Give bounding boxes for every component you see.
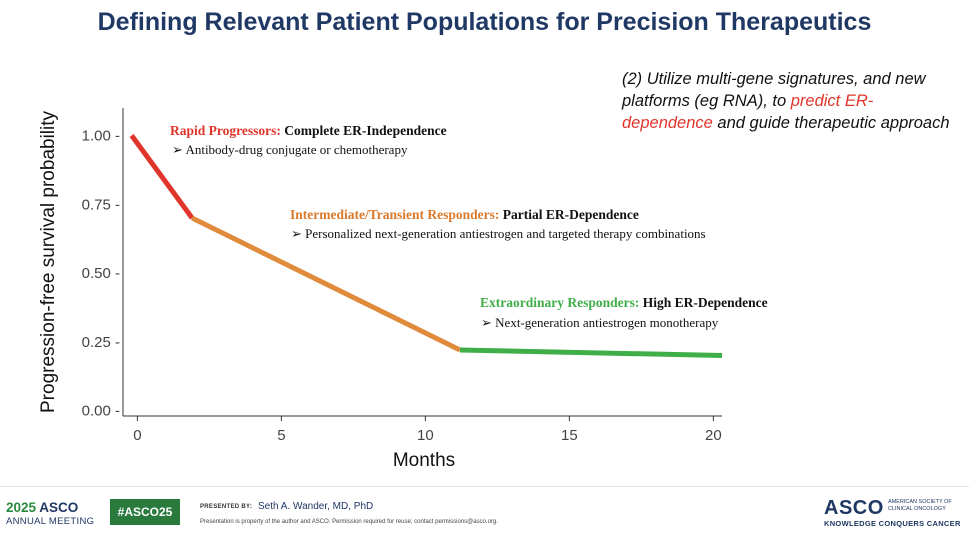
footer-asco-word: ASCO <box>39 500 79 515</box>
y-tick-label: 1.00 - <box>82 128 120 145</box>
asco-logo-subtitle: AMERICAN SOCIETY OF CLINICAL ONCOLOGY <box>888 499 952 512</box>
annotation-intermediate-therapy-line: ➢ Personalized next-generation antiestro… <box>291 226 706 241</box>
x-tick-label: 10 <box>417 427 434 444</box>
annotation-extraordinary-therapy-line: ➢ Next-generation antiestrogen monothera… <box>481 315 719 330</box>
annotation-intermediate: Intermediate/Transient Responders: Parti… <box>290 207 639 222</box>
callout-part2: and guide therapeutic approach <box>712 114 950 132</box>
annotation-intermediate-group: Intermediate/Transient Responders: <box>290 207 499 222</box>
asco-logo: ASCO <box>824 497 884 519</box>
footer-year: 2025 <box>6 500 37 515</box>
annotation-extraordinary-therapy: Next-generation antiestrogen monotherapy <box>495 315 719 330</box>
annotation-rapid-therapy-line: ➢ Antibody-drug conjugate or chemotherap… <box>172 142 408 157</box>
annotation-extraordinary-dependence: High ER-Dependence <box>643 295 768 310</box>
annotation-rapid: Rapid Progressors: Complete ER-Independe… <box>170 123 447 138</box>
footer-presented-by: PRESENTED BY: <box>200 504 253 510</box>
x-tick-label: 15 <box>561 427 578 444</box>
x-tick-label: 20 <box>705 427 722 444</box>
annotation-intermediate-therapy: Personalized next-generation antiestroge… <box>305 226 705 241</box>
footer-hashtag: #ASCO25 <box>110 499 180 525</box>
footer-presenter: Seth A. Wander, MD, PhD <box>258 501 374 512</box>
y-axis-label: Progression-free survival probability <box>38 110 59 413</box>
pfs-chart: 0 5 10 15 20 0.00 - 0.25 - 0.50 - 0.75 - 1.00 - P… <box>38 108 768 471</box>
series-rapid-progressors <box>129 134 195 220</box>
annotation-rapid-group: Rapid Progressors: <box>170 123 281 138</box>
annotation-intermediate-dependence: Partial ER-Dependence <box>503 207 639 222</box>
callout-part1: (2) Utilize multi-gene signatures, and n… <box>622 70 926 110</box>
annotation-rapid-therapy: Antibody-drug conjugate or chemotherapy <box>185 142 408 157</box>
callout-highlight: predict ER-dependence <box>622 92 874 132</box>
x-tick-label: 0 <box>133 427 141 444</box>
asco-tagline: KNOWLEDGE CONQUERS CANCER <box>824 519 961 528</box>
y-tick-label: 0.50 - <box>82 265 120 282</box>
callout-text: (2) Utilize multi-gene signatures, and n… <box>622 68 952 134</box>
series-extraordinary-responders <box>459 347 723 358</box>
footer-annual-meeting: ANNUAL MEETING <box>6 516 95 527</box>
annotation-extraordinary-group: Extraordinary Responders: <box>480 295 639 310</box>
x-tick-label: 5 <box>277 427 285 444</box>
footer-meeting-logo: 2025 ASCO <box>6 500 78 515</box>
y-tick-label: 0.75 - <box>82 196 120 213</box>
y-tick-label: 0.00 - <box>82 403 120 420</box>
footer-permission-note: Presentation is property of the author a… <box>200 519 498 525</box>
x-axis-label: Months <box>393 450 455 471</box>
series-intermediate-responders <box>191 215 462 353</box>
annotation-extraordinary: Extraordinary Responders: High ER-Depend… <box>480 295 768 310</box>
footer-divider <box>0 486 969 487</box>
y-tick-label: 0.25 - <box>82 334 120 351</box>
annotation-rapid-dependence: Complete ER-Independence <box>284 123 446 138</box>
slide-title: Defining Relevant Patient Populations fo… <box>97 8 872 36</box>
